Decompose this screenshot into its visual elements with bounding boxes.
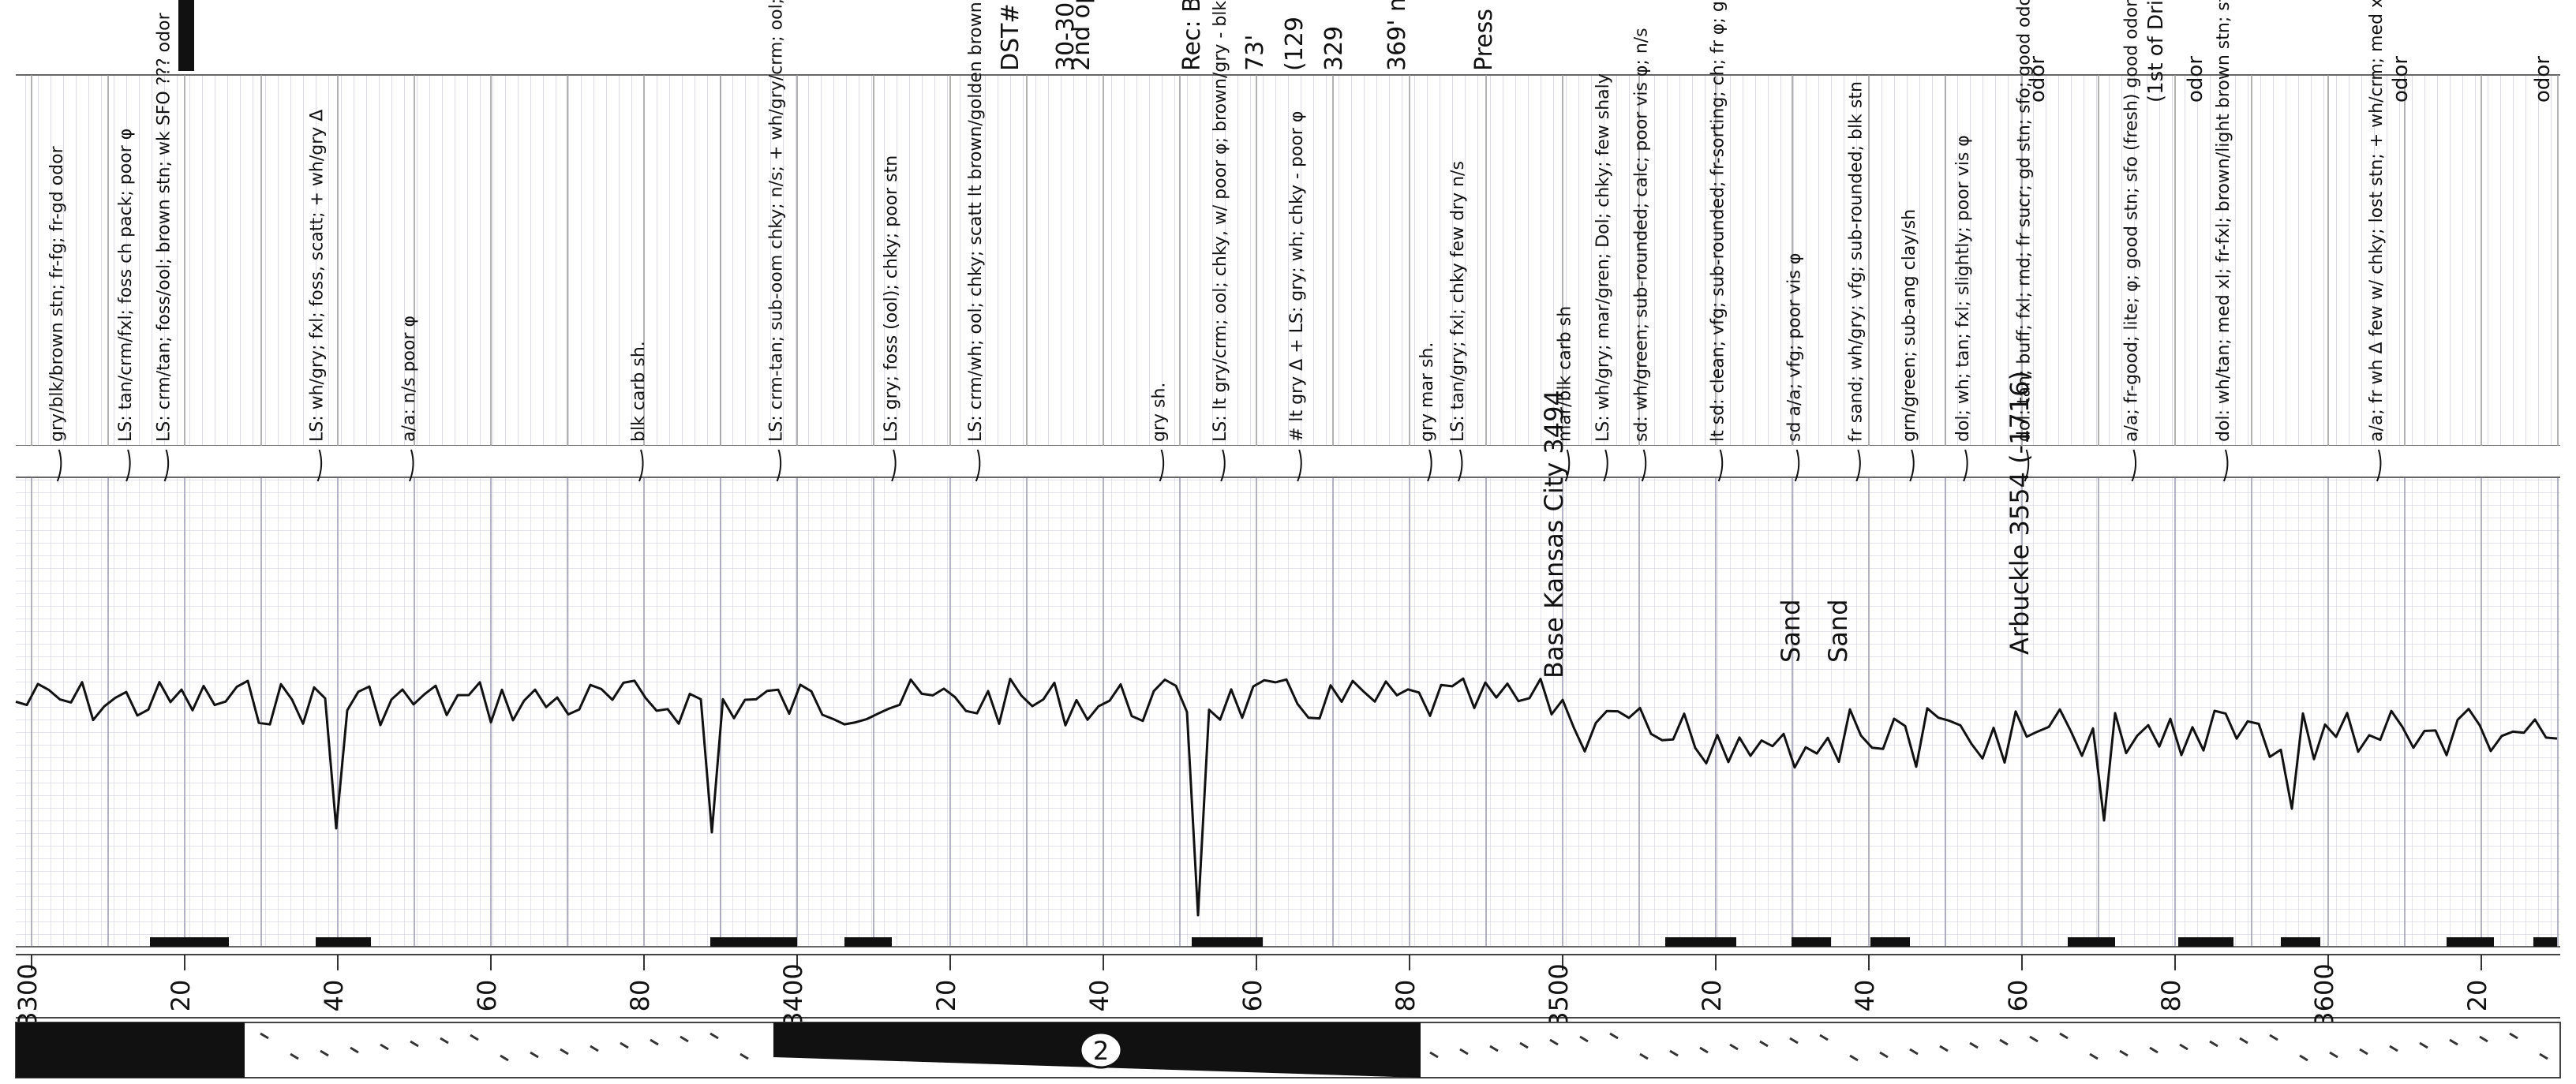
- depth-label: 40: [1084, 980, 1114, 1012]
- formation-top: Sand: [1823, 599, 1853, 663]
- lithology-hatch: [2068, 937, 2115, 947]
- lithology-hatch: [2533, 937, 2557, 947]
- depth-label: 3500: [1544, 963, 1574, 1027]
- depth-scale: 3300 20 40 60 80 3400 20 40 60 80 3500 20 40 60 80 3600…: [13, 954, 2560, 1028]
- marginal-note: odor: [2026, 56, 2050, 103]
- lithology-band: [16, 74, 2560, 447]
- marginal-note: odor: [2389, 56, 2413, 103]
- lithology-hatch: [710, 937, 797, 947]
- depth-label: 20: [166, 980, 196, 1012]
- marginal-note: odor: [2184, 56, 2207, 103]
- gap-strip: [16, 446, 2560, 477]
- dst-note: DST#: [997, 3, 1024, 71]
- depth-label: 60: [1237, 980, 1267, 1012]
- lithology-note: LS: tan/crm/fxl; foss ch pack; poor φ: [116, 129, 136, 442]
- lithology-note: gry mar sh.: [1417, 342, 1437, 442]
- depth-label: 80: [2156, 980, 2186, 1012]
- lithology-notes: gry/blk/brown stn; fr-fg; fr-gd odor LS: …: [47, 0, 2387, 482]
- depth-label: 60: [2003, 980, 2033, 1012]
- lithology-note: LS: crm/tan; foss/ool; brown stn; wk SFO…: [155, 12, 174, 442]
- lithology-hatch: [2178, 937, 2233, 947]
- lithology-note: LS: wh/gry; fxl; foss, scatt; + wh/gry Δ: [308, 110, 328, 442]
- lithology-hatch: [844, 937, 892, 947]
- bit-run-bar-1: [16, 1022, 245, 1078]
- bit-number-circle: [1079, 1031, 1123, 1069]
- dst-note: 30-30: [1052, 2, 1080, 71]
- lithology-note: dol; wh; tan; fxl; slightly; poor vis φ: [1953, 135, 1973, 442]
- depth-label: 20: [931, 980, 961, 1012]
- lithology-note: sd a/a; vfg; poor vis φ: [1785, 253, 1805, 442]
- depth-label: 3400: [778, 963, 808, 1027]
- lithology-note: lt sd: clean; vfg; sub-rounded; fr-sorti…: [1709, 0, 1728, 442]
- depth-label: 20: [2462, 980, 2492, 1012]
- lithology-hatch: [316, 937, 371, 947]
- lithology-hatch: [1192, 937, 1263, 947]
- lithology-note: gry/blk/brown stn; fr-fg; fr-gd odor: [47, 145, 67, 442]
- dst-note: 2nd opening: [1068, 0, 1095, 71]
- depth-label: 3300: [13, 963, 43, 1027]
- lithology-note: a/a; fr wh Δ few w/ chky; lost stn; + wh…: [2367, 0, 2387, 442]
- lithology-hatch: [1665, 937, 1736, 947]
- curve-track: [16, 477, 2560, 948]
- dst-note: Press: [1470, 9, 1498, 71]
- depth-label: 80: [1391, 980, 1421, 1012]
- lithology-note: fr sand; wh/gry; vfg; sub-rounded; blk s…: [1846, 81, 1866, 442]
- dst-note: Rec: B: [1178, 0, 1206, 71]
- depth-label: 80: [625, 980, 655, 1012]
- lithology-note: gry sh.: [1150, 383, 1170, 442]
- drilling-rate-curve: [15, 677, 2558, 917]
- lithology-note: dol: wh/tan; med xl; fr-fxl; brown/light…: [2214, 0, 2233, 442]
- formation-top: Arbuckle 3554 (-1716): [2005, 371, 2035, 655]
- lithology-hatch: [2281, 937, 2320, 947]
- dst-notes: DST# 30-302nd opening Rec: B 73' (129 329 369'…: [997, 0, 1498, 71]
- lithology-note: LS: crm-tan; sub-oom chky; n/s; + wh/gry…: [767, 0, 787, 442]
- lithology-note: LS: crm/wh; ool; chky; scatt lt brown/go…: [966, 0, 986, 442]
- lithology-note: blk carb sh.: [629, 341, 649, 442]
- dst-note: 369' m: [1383, 0, 1411, 71]
- lithology-note: LS: lt gry/crm; ool; chky, w/ poor φ; br…: [1211, 0, 1230, 442]
- lithology-note: # lt gry Δ + LS: gry; wh; chky - poor φ: [1287, 111, 1307, 442]
- bit-run-bar: 2: [15, 1022, 2561, 1078]
- lithology-note: dol: tan; buff; fxl; rnd; fr sucr; gd st…: [2015, 0, 2035, 442]
- lithology-hatch: [150, 937, 229, 947]
- dst-note: 329: [1320, 26, 1348, 71]
- lithology-hatch: [1792, 937, 1831, 947]
- formation-tops: Base Kansas City 3494 Sand Sand Arbuckle 35…: [1539, 371, 2035, 678]
- lithology-note: grn/green; sub-ang clay/sh: [1900, 209, 1919, 442]
- marginal-note: (1st of Dril: [2144, 0, 2168, 103]
- depth-label: 40: [319, 980, 349, 1012]
- lithology-note: sd: wh/green; sub-rounded; calc; poor vi…: [1632, 28, 1652, 442]
- marginal-note: odor: [2531, 56, 2555, 103]
- lithology-hatch: [2447, 937, 2494, 947]
- bit-number: 2: [1093, 1036, 1109, 1066]
- top-marker: [178, 0, 194, 71]
- lithology-note: LS: tan/gry; fxl; chky few dry n/s: [1448, 161, 1468, 442]
- marginal-notes: odor (1st of Dril odor odor odor: [2026, 0, 2555, 103]
- depth-label: 3600: [2309, 963, 2339, 1027]
- formation-top: Base Kansas City 3494: [1539, 390, 1569, 678]
- formation-top: Sand: [1776, 599, 1806, 663]
- lithology-note: LS: gry; foss (ool); chky; poor stn: [882, 155, 901, 442]
- lithology-note: mar/blk carb sh: [1556, 306, 1575, 442]
- lithology-note: a/a: n/s poor φ: [399, 316, 419, 442]
- depth-label: 60: [472, 980, 502, 1012]
- lithology-note: a/a; fr-good; lite; φ; good stn; sfo (fr…: [2122, 0, 2142, 442]
- dst-note: (129: [1281, 17, 1309, 71]
- lithology-note: LS: wh/gry; mar/gren; Dol; chky; few sha…: [1593, 73, 1613, 442]
- lithology-hatches: [150, 937, 2557, 947]
- lithology-hatch: [1870, 937, 1910, 947]
- depth-label: 20: [1697, 980, 1727, 1012]
- dst-note: 73': [1241, 35, 1269, 71]
- depth-label: 40: [1850, 980, 1880, 1012]
